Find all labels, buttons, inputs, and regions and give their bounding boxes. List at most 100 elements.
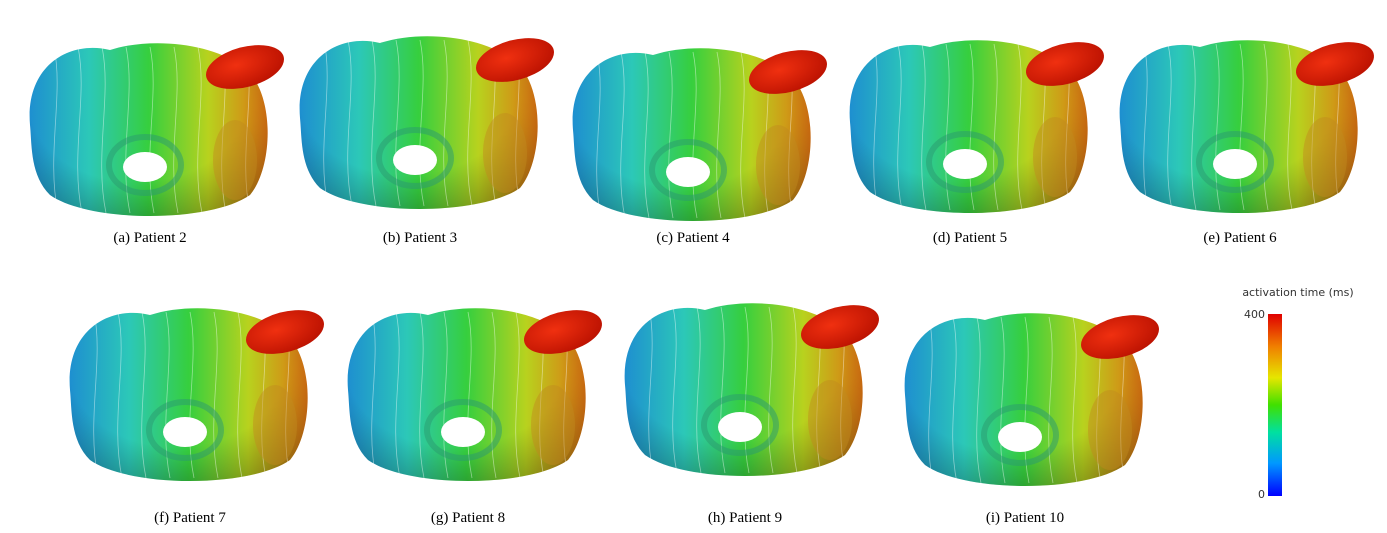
vein-ring xyxy=(424,399,502,461)
heart-render xyxy=(572,48,827,222)
colorbar-ramp xyxy=(1268,314,1282,496)
vein-hole xyxy=(1213,149,1257,179)
heart-render xyxy=(347,308,602,482)
contour-line xyxy=(491,311,497,479)
contour-line xyxy=(952,316,958,484)
contour-line xyxy=(395,311,401,479)
appendage xyxy=(801,305,879,349)
contour-line xyxy=(1263,43,1269,211)
contour-line xyxy=(141,311,147,479)
vein-hole xyxy=(666,157,710,187)
panel-caption: (c) Patient 4 xyxy=(656,230,730,246)
heart-render xyxy=(904,313,1159,487)
contour-line xyxy=(596,51,602,219)
colorbar: activation time (ms) 400 0 xyxy=(1242,286,1353,501)
colorbar-min: 0 xyxy=(1258,488,1265,501)
contour-line xyxy=(237,311,243,479)
panel-caption: (e) Patient 6 xyxy=(1203,230,1277,246)
heart-shade xyxy=(849,40,1088,214)
contour-line xyxy=(620,51,626,219)
vein-hole xyxy=(998,422,1042,452)
heart-render xyxy=(1119,40,1374,214)
heart-shade xyxy=(69,308,308,482)
vein-right xyxy=(1033,117,1077,197)
appendage xyxy=(1081,315,1159,359)
heart-render xyxy=(849,40,1104,214)
appendage xyxy=(1296,42,1374,86)
vein-right xyxy=(756,125,800,205)
vein-right xyxy=(1088,390,1132,470)
vein-right xyxy=(1303,117,1347,197)
appendage xyxy=(1026,42,1104,86)
contour-line xyxy=(792,306,798,474)
contour-line xyxy=(323,39,329,207)
vein-hole xyxy=(441,417,485,447)
heart-shade xyxy=(299,36,538,210)
vein-ring xyxy=(376,127,454,189)
heart-shade xyxy=(347,308,586,482)
heart-shade xyxy=(1119,40,1358,214)
contour-line xyxy=(740,51,746,219)
contour-line xyxy=(101,46,107,214)
contour-line xyxy=(928,316,934,484)
contour-line xyxy=(921,43,927,211)
appendage xyxy=(206,45,284,89)
contour-line xyxy=(197,46,203,214)
heart-render xyxy=(624,303,879,477)
heart-render xyxy=(299,36,554,210)
panel-caption: (b) Patient 3 xyxy=(383,230,457,246)
vein-ring xyxy=(926,131,1004,193)
contour-line xyxy=(976,316,982,484)
contour-line xyxy=(768,306,774,474)
contour-line xyxy=(467,39,473,207)
vein-hole xyxy=(718,412,762,442)
panel-caption: (h) Patient 9 xyxy=(708,510,782,526)
colorbar-title: activation time (ms) xyxy=(1242,286,1353,299)
contour-line xyxy=(371,311,377,479)
contour-line xyxy=(1017,43,1023,211)
appendage xyxy=(749,50,827,94)
vein-ring xyxy=(981,404,1059,466)
vein-hole xyxy=(163,417,207,447)
contour-line xyxy=(77,46,83,214)
heart-render xyxy=(29,43,284,217)
contour-line xyxy=(1072,316,1078,484)
vein-hole xyxy=(943,149,987,179)
contour-line xyxy=(117,311,123,479)
contour-line xyxy=(53,46,59,214)
colorbar-max: 400 xyxy=(1244,308,1265,321)
vein-right xyxy=(213,120,257,200)
contour-line xyxy=(93,311,99,479)
vein-ring xyxy=(1196,131,1274,193)
vein-ring xyxy=(701,394,779,456)
contour-line xyxy=(1048,316,1054,484)
vein-right xyxy=(483,113,527,193)
contour-line xyxy=(1167,43,1173,211)
contour-line xyxy=(419,311,425,479)
vein-right xyxy=(253,385,297,465)
contour-line xyxy=(993,43,999,211)
contour-line xyxy=(648,306,654,474)
vein-ring xyxy=(146,399,224,461)
heart-render xyxy=(69,308,324,482)
contour-line xyxy=(1287,43,1293,211)
panel-caption: (f) Patient 7 xyxy=(154,510,226,526)
appendage xyxy=(524,310,602,354)
vein-right xyxy=(808,380,852,460)
heart-shade xyxy=(572,48,811,222)
panel-caption: (g) Patient 8 xyxy=(431,510,505,526)
contour-line xyxy=(515,311,521,479)
appendage xyxy=(476,38,554,82)
contour-line xyxy=(696,306,702,474)
contour-line xyxy=(173,46,179,214)
panel-caption: (i) Patient 10 xyxy=(986,510,1064,526)
contour-line xyxy=(347,39,353,207)
heart-shade xyxy=(624,303,863,477)
contour-line xyxy=(897,43,903,211)
panel-caption: (d) Patient 5 xyxy=(933,230,1007,246)
heart-shade xyxy=(904,313,1143,487)
contour-line xyxy=(644,51,650,219)
contour-line xyxy=(716,51,722,219)
